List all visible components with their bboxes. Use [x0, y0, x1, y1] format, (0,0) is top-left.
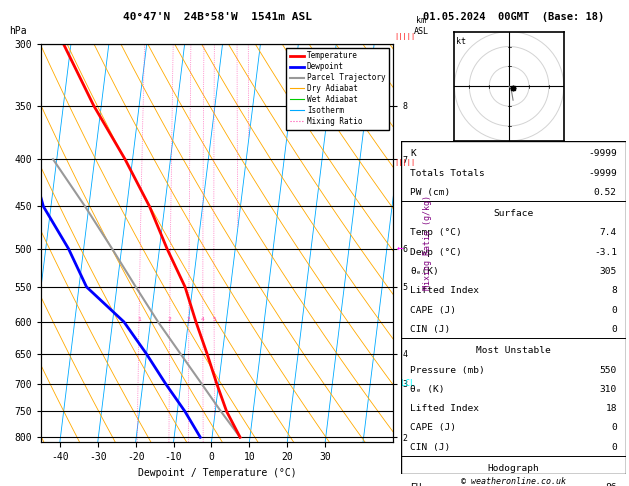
Text: Dewp (°C): Dewp (°C) [410, 248, 462, 257]
Text: km
ASL: km ASL [414, 17, 429, 36]
Text: Totals Totals: Totals Totals [410, 169, 485, 177]
Text: 18: 18 [605, 404, 617, 413]
Text: 0: 0 [611, 306, 617, 314]
Text: -3.1: -3.1 [594, 248, 617, 257]
Text: CAPE (J): CAPE (J) [410, 423, 456, 433]
Text: K: K [410, 149, 416, 158]
Text: Pressure (mb): Pressure (mb) [410, 365, 485, 375]
Text: 0: 0 [611, 325, 617, 334]
Text: PW (cm): PW (cm) [410, 188, 450, 197]
Text: -9999: -9999 [588, 169, 617, 177]
Text: 40°47'N  24B°58'W  1541m ASL: 40°47'N 24B°58'W 1541m ASL [123, 12, 311, 22]
Text: 5: 5 [212, 317, 216, 322]
Text: 0.52: 0.52 [594, 188, 617, 197]
Text: 01.05.2024  00GMT  (Base: 18): 01.05.2024 00GMT (Base: 18) [423, 12, 604, 22]
Text: -9999: -9999 [588, 149, 617, 158]
Text: Lifted Index: Lifted Index [410, 404, 479, 413]
Text: hPa: hPa [9, 26, 27, 36]
Text: |||||: ||||| [394, 159, 416, 166]
Text: Mixing Ratio (g/kg): Mixing Ratio (g/kg) [423, 195, 432, 291]
Text: Lifted Index: Lifted Index [410, 286, 479, 295]
Text: kt: kt [457, 36, 467, 46]
Text: 550: 550 [599, 365, 617, 375]
Text: 1: 1 [137, 317, 141, 322]
Text: 3: 3 [187, 317, 191, 322]
Text: Most Unstable: Most Unstable [476, 346, 551, 355]
Text: ←: ← [396, 243, 403, 254]
Text: 8: 8 [611, 286, 617, 295]
Text: θₑ (K): θₑ (K) [410, 385, 445, 394]
Text: Temp (°C): Temp (°C) [410, 228, 462, 238]
Text: 305: 305 [599, 267, 617, 276]
Text: CIN (J): CIN (J) [410, 325, 450, 334]
Text: 0: 0 [611, 443, 617, 452]
Text: CIN (J): CIN (J) [410, 443, 450, 452]
X-axis label: Dewpoint / Temperature (°C): Dewpoint / Temperature (°C) [138, 468, 296, 478]
Text: LCL: LCL [400, 379, 415, 388]
Text: 2: 2 [168, 317, 172, 322]
Text: © weatheronline.co.uk: © weatheronline.co.uk [461, 477, 566, 486]
Text: Surface: Surface [494, 209, 533, 218]
Text: Hodograph: Hodograph [487, 464, 540, 473]
Text: EH: EH [410, 483, 422, 486]
Text: 310: 310 [599, 385, 617, 394]
Text: θₑ(K): θₑ(K) [410, 267, 439, 276]
Text: 0: 0 [611, 423, 617, 433]
Text: 86: 86 [605, 483, 617, 486]
Text: 4: 4 [201, 317, 204, 322]
Text: 7.4: 7.4 [599, 228, 617, 238]
Text: CAPE (J): CAPE (J) [410, 306, 456, 314]
Legend: Temperature, Dewpoint, Parcel Trajectory, Dry Adiabat, Wet Adiabat, Isotherm, Mi: Temperature, Dewpoint, Parcel Trajectory… [286, 48, 389, 130]
Text: |||||: ||||| [394, 33, 416, 40]
